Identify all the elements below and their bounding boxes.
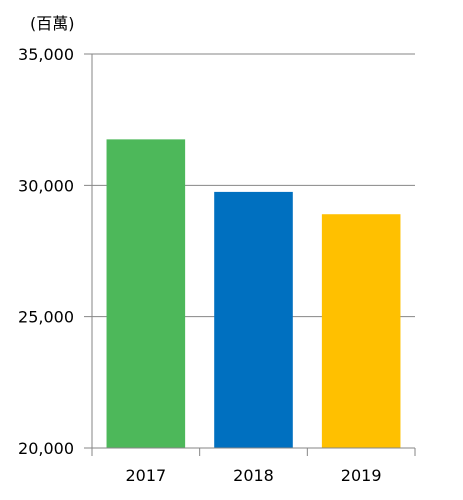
bar-2017 — [106, 139, 186, 448]
y-tick-label: 25,000 — [18, 308, 74, 327]
unit-label: (百萬) — [30, 14, 75, 33]
x-axis-tick-labels: 2017 2018 2019 — [125, 448, 416, 485]
x-tick-label: 2019 — [341, 466, 382, 485]
y-axis-tick-labels: 20,000 25,000 30,000 35,000 — [18, 45, 74, 458]
x-tick-label: 2018 — [233, 466, 274, 485]
y-tick-label: 30,000 — [18, 176, 74, 195]
bars — [106, 139, 401, 448]
y-tick-label: 35,000 — [18, 45, 74, 64]
bar-2018 — [214, 191, 293, 448]
y-tick-label: 20,000 — [18, 439, 74, 458]
bar-2019 — [321, 214, 401, 448]
x-tick-label: 2017 — [125, 466, 166, 485]
